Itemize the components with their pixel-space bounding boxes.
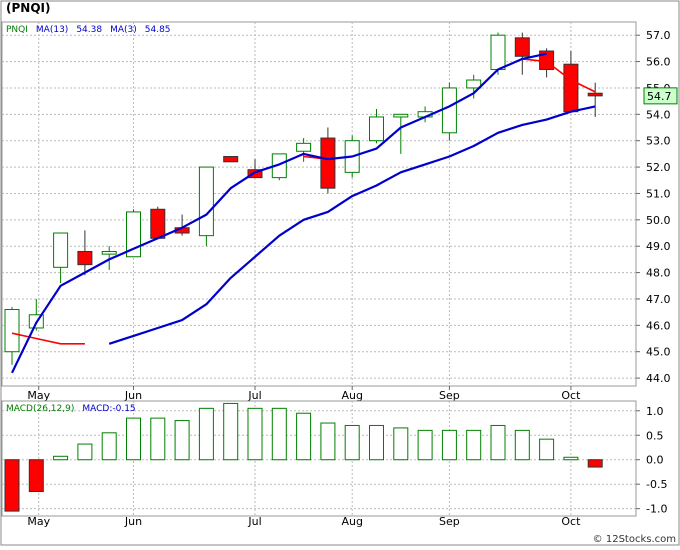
price-tick-label: 44.0 xyxy=(646,372,671,385)
price-x-tick-label: Oct xyxy=(561,389,581,402)
macd-bar xyxy=(587,459,603,468)
macd-tick-label: 1.0 xyxy=(646,405,664,418)
candle-body xyxy=(223,156,239,163)
candle-body xyxy=(150,208,166,239)
price-legend-item: MA(3) xyxy=(110,25,137,35)
price-x-tick-label: Jun xyxy=(124,389,142,402)
ma13-line-upper xyxy=(11,52,547,374)
price-legend-item: 54.85 xyxy=(145,25,171,35)
candle-body xyxy=(4,309,20,353)
macd-x-tick-label: Sep xyxy=(439,515,460,528)
macd-bar xyxy=(174,420,190,461)
macd-bar xyxy=(150,417,166,461)
price-tick-label: 47.0 xyxy=(646,293,671,306)
price-tick-label: 52.0 xyxy=(646,161,671,174)
macd-x-tick-label: Oct xyxy=(561,515,581,528)
macd-x-tick-label: Aug xyxy=(341,515,362,528)
macd-bar xyxy=(4,459,20,512)
candle-body xyxy=(514,37,530,57)
ma13-line-lower xyxy=(108,105,596,345)
price-tick-label: 45.0 xyxy=(646,346,671,359)
macd-bar xyxy=(28,459,44,493)
macd-bar xyxy=(271,407,287,461)
chart-title: (PNQI) xyxy=(6,1,50,15)
macd-bar xyxy=(198,407,214,461)
macd-x-tick-label: May xyxy=(27,515,50,528)
candle-body xyxy=(466,79,482,89)
price-tick-label: 54.0 xyxy=(646,108,671,121)
macd-bar xyxy=(247,407,263,461)
candle-body xyxy=(101,250,117,255)
price-tick-label: 51.0 xyxy=(646,187,671,200)
macd-legend-item: MACD(26,12,9) xyxy=(6,404,74,414)
macd-tick-label: -1.0 xyxy=(646,503,667,516)
macd-bar xyxy=(77,443,93,461)
macd-bar xyxy=(53,455,69,461)
macd-bar xyxy=(223,402,239,461)
macd-bar xyxy=(417,429,433,461)
candle-body xyxy=(490,34,506,70)
last-price-box xyxy=(643,87,678,105)
price-x-tick-label: Aug xyxy=(341,389,362,402)
macd-x-tick-label: Jul xyxy=(247,515,261,528)
macd-tick-label: 0.5 xyxy=(646,429,664,442)
price-tick-label: 56.0 xyxy=(646,56,671,69)
macd-bar xyxy=(296,412,312,461)
macd-x-tick-label: Jun xyxy=(124,515,142,528)
price-plot-area xyxy=(1,21,637,387)
price-tick-label: 46.0 xyxy=(646,319,671,332)
price-legend-item: MA(13) xyxy=(36,25,68,35)
candle-body xyxy=(198,166,214,237)
watermark: © 12Stocks.com xyxy=(593,534,676,545)
macd-bar xyxy=(320,422,336,461)
last-price-label: 54.7 xyxy=(647,90,672,103)
macd-bar xyxy=(514,429,530,461)
macd-bar xyxy=(539,438,555,461)
candle-body xyxy=(77,250,93,266)
macd-bar xyxy=(126,417,141,461)
candle-body xyxy=(247,169,263,179)
price-tick-label: 49.0 xyxy=(646,240,671,253)
macd-bar xyxy=(369,424,384,461)
macd-bar xyxy=(490,424,506,461)
price-legend-item: 54.38 xyxy=(76,25,102,35)
candle-body xyxy=(563,63,579,113)
price-x-tick-label: Sep xyxy=(439,389,460,402)
price-x-tick-label: May xyxy=(27,389,50,402)
candle-body xyxy=(320,137,336,189)
macd-tick-label: -0.5 xyxy=(646,478,667,491)
candle-body xyxy=(369,116,384,142)
price-panel: 57.056.055.054.053.052.051.050.049.048.0… xyxy=(1,21,678,402)
candle-body xyxy=(296,142,312,152)
candle-body xyxy=(53,232,69,268)
price-x-tick-label: Jul xyxy=(247,389,261,402)
candle-body xyxy=(441,87,457,134)
price-tick-label: 50.0 xyxy=(646,214,671,227)
macd-bar xyxy=(393,427,409,461)
candle-body xyxy=(393,113,409,118)
macd-legend-item: MACD:-0.15 xyxy=(82,404,135,414)
macd-tick-label: 0.0 xyxy=(646,454,664,467)
price-legend-item: PNQI xyxy=(6,25,28,35)
macd-bar xyxy=(441,429,457,461)
candle-body xyxy=(587,92,603,97)
macd-bar xyxy=(344,424,360,461)
price-tick-label: 57.0 xyxy=(646,29,671,42)
macd-bar xyxy=(101,432,117,461)
price-tick-label: 48.0 xyxy=(646,267,671,280)
macd-panel: 1.0 0.5 0.0 -0.5 -1.0 May Jun Jul Aug Sep Oct MACD(… xyxy=(1,400,667,528)
candle-body xyxy=(126,211,141,258)
macd-bar xyxy=(563,456,579,461)
price-tick-label: 53.0 xyxy=(646,135,671,148)
macd-bar xyxy=(466,429,482,461)
